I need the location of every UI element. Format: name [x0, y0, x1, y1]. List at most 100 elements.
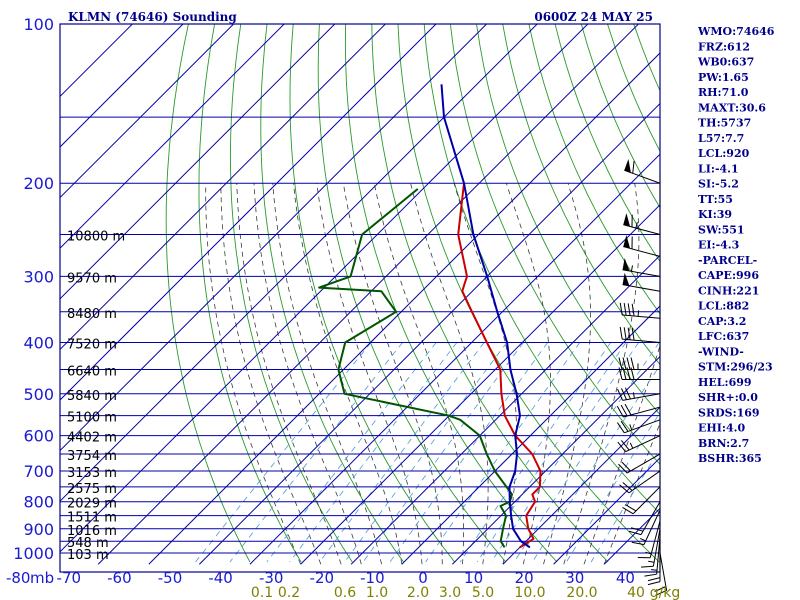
height-label: 4402 m: [67, 431, 117, 446]
index-value: SI:-5.2: [698, 178, 739, 191]
temperature-tick-label: 30: [565, 569, 584, 587]
isotherm: [60, 24, 538, 502]
temperature-tick-label: -30: [259, 569, 284, 587]
temperature-tick-label: -10: [360, 569, 385, 587]
moist-adiabat: [236, 183, 342, 565]
mixing-ratio-line: [319, 342, 485, 563]
temperature-tick-label: 40: [616, 569, 635, 587]
temperature-tick-label: -20: [310, 569, 335, 587]
mixing-ratio-line: [532, 364, 660, 563]
dry-adiabat: [371, 24, 609, 563]
height-label: 1016 m: [67, 524, 117, 539]
index-value: SW:551: [698, 223, 745, 236]
pressure-tick-label: 700: [23, 462, 54, 481]
height-label: 3754 m: [67, 449, 117, 464]
height-label: 10800 m: [67, 230, 125, 245]
pressure-tick-label: 400: [23, 333, 54, 352]
index-value: WMO:74646: [697, 25, 775, 38]
moist-adiabat: [410, 183, 489, 565]
index-value: EI:-4.3: [698, 239, 739, 252]
dry-adiabat: [502, 24, 660, 366]
moist-adiabat: [506, 183, 551, 565]
mixing-ratio-line: [344, 342, 508, 563]
wind-barb: [616, 419, 661, 434]
height-label: 2575 m: [67, 482, 117, 497]
dry-adiabat: [198, 24, 302, 563]
temperature-labels: mb-80 -70 -60 -50 -40 -30 -20 -10 0 10 20 30 40: [6, 569, 635, 587]
wind-barb: [654, 552, 668, 596]
mixing-ratio-tick-label: 1.0: [366, 585, 388, 600]
wind-barb: [622, 486, 661, 515]
moist-adiabat: [603, 422, 660, 565]
mixing-ratio-tick-label: 2.0: [407, 585, 429, 600]
moist-adiabat: [205, 183, 301, 565]
wind-barb: [618, 367, 660, 381]
index-value: RH:71.0: [698, 86, 749, 99]
pressure-tick-label: 300: [23, 267, 54, 286]
wind-barb: [644, 536, 661, 577]
isotherm: [300, 204, 660, 565]
index-value: TT:55: [698, 193, 733, 206]
mixing-ratio-tick-label: 0.2: [278, 585, 300, 600]
wind-barb: [647, 543, 661, 586]
dry-adiabat: [260, 24, 404, 563]
dry-adiabat: [289, 24, 455, 563]
dry-adiabat: [554, 24, 660, 263]
isotherm: [401, 305, 660, 565]
dry-adiabat: [449, 24, 660, 465]
isotherm: [60, 24, 285, 249]
isotherm: [60, 24, 387, 351]
mixing-ratio-line: [590, 448, 660, 563]
wind-barb: [622, 257, 661, 277]
dry-adiabat: [528, 24, 660, 315]
wind-barb: [619, 326, 661, 343]
mixing-ratio-line: [476, 342, 627, 563]
isotherm: [60, 24, 437, 401]
index-value: STM:296/23: [698, 361, 773, 374]
mixing-ratio-tick-label: g/kg: [650, 585, 681, 600]
chart-time: 0600Z 24 MAY 25: [534, 10, 653, 24]
chart-title: KLMN (74646) Sounding: [68, 10, 237, 24]
index-value: LI:-4.1: [698, 162, 739, 175]
pressure-tick-label: 100: [23, 15, 54, 34]
mixing-ratio-labels: 0.1 0.2 0.6 1.0 2.0 3.0 5.0 10.0 20.0 40 g/kg: [251, 585, 680, 600]
index-value: SRDS:169: [698, 406, 760, 419]
index-value: -PARCEL-: [698, 254, 757, 267]
height-label: 6640 m: [67, 365, 117, 380]
pressure-tick-label: 900: [23, 520, 54, 539]
isotherm: [350, 254, 660, 565]
dry-adiabat: [476, 24, 660, 416]
height-label: 103 m: [67, 548, 109, 563]
dry-adiabat: [765, 24, 800, 562]
mixing-ratio-lines: [195, 342, 660, 563]
temperature-tick-label: -40: [208, 569, 233, 587]
mixing-ratio-tick-label: 0.1: [251, 585, 273, 600]
height-labels: 10800 m 9570 m 8480 m 7520 m 6640 m 5840 m 510…: [67, 230, 125, 563]
height-label: 5840 m: [67, 389, 117, 404]
dry-adiabat: [397, 24, 660, 563]
wind-barb: [624, 158, 661, 184]
index-value: TH:5737: [698, 117, 751, 130]
isotherm: [60, 24, 336, 300]
mixing-ratio-tick-label: 20.0: [566, 585, 597, 600]
mixing-ratio-line: [195, 342, 372, 563]
wind-barbs: [616, 158, 668, 596]
wind-barb: [623, 213, 661, 235]
index-value: HEL:699: [698, 376, 752, 389]
height-label: 9570 m: [67, 271, 117, 286]
temperature-tick-label: -50: [158, 569, 183, 587]
dry-adiabat: [580, 24, 660, 209]
wind-barb: [628, 501, 661, 536]
height-label: 2029 m: [67, 497, 117, 512]
isobars: [59, 23, 661, 573]
mixing-ratio-tick-label: 40: [627, 585, 645, 600]
temperature-tick-label: -60: [107, 569, 132, 587]
isotherms: [60, 24, 660, 565]
wind-barb: [616, 403, 661, 418]
wind-barb: [623, 234, 661, 257]
index-value: CAP:3.2: [698, 315, 746, 328]
temperature-tick-label: -80: [6, 569, 31, 587]
index-value: WB0:637: [697, 56, 754, 69]
pressure-unit-label: mb: [30, 569, 54, 587]
index-value: FRZ:612: [698, 40, 750, 53]
